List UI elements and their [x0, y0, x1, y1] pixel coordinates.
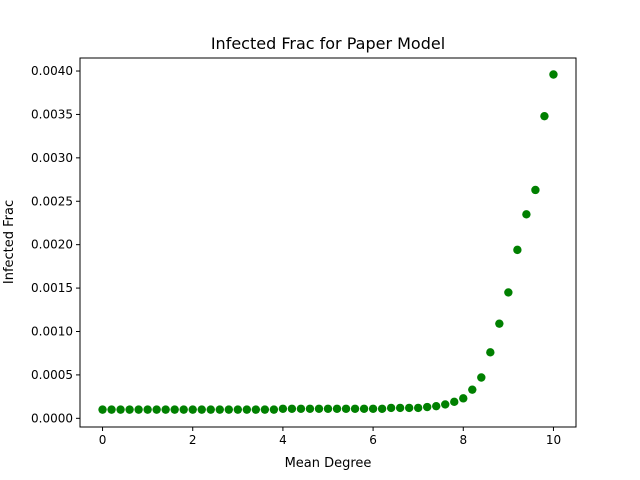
data-point — [269, 405, 279, 414]
data-point — [368, 404, 378, 413]
data-point — [386, 403, 396, 413]
data-point — [413, 403, 423, 413]
data-point — [260, 405, 270, 414]
y-tick-label: 0.0040 — [31, 64, 73, 78]
y-tick-label: 0.0000 — [31, 411, 73, 425]
x-tick-label: 8 — [459, 433, 467, 447]
y-tick-label: 0.0030 — [31, 151, 73, 165]
y-tick-label: 0.0010 — [31, 324, 73, 338]
data-point — [404, 403, 414, 413]
data-point — [197, 405, 206, 414]
data-point — [441, 400, 450, 409]
data-point — [278, 404, 288, 413]
data-point — [134, 405, 143, 414]
x-tick-label: 10 — [546, 433, 561, 447]
data-point — [486, 348, 495, 357]
data-point — [179, 405, 188, 414]
data-point — [549, 70, 558, 79]
data-point — [495, 319, 504, 328]
data-points — [98, 70, 558, 414]
plot-area-frame — [79, 57, 577, 428]
data-point — [206, 405, 215, 414]
data-point — [350, 404, 360, 413]
data-point — [377, 404, 387, 413]
data-point — [305, 404, 315, 413]
y-tick-label: 0.0025 — [31, 194, 73, 208]
y-tick-label: 0.0035 — [31, 107, 73, 121]
data-point — [459, 394, 468, 403]
data-point — [513, 245, 522, 255]
data-point — [477, 373, 486, 382]
data-point — [395, 403, 405, 413]
data-point — [531, 185, 540, 195]
data-point — [314, 404, 324, 413]
x-tick-label: 0 — [99, 433, 107, 447]
x-tick-label: 6 — [369, 433, 377, 447]
x-axis-label: Mean Degree — [285, 456, 372, 471]
x-tick-label: 2 — [189, 433, 197, 447]
data-point — [296, 404, 306, 413]
data-point — [423, 402, 432, 412]
y-tick-label: 0.0020 — [31, 238, 73, 252]
x-tick-label: 4 — [279, 433, 287, 447]
data-point — [341, 404, 351, 413]
data-point — [242, 405, 252, 414]
data-point — [125, 405, 134, 414]
data-point — [98, 405, 107, 414]
y-axis-label: Infected Frac — [2, 200, 17, 284]
data-point — [143, 405, 152, 414]
x-axis: 0 2 4 6 8 10 — [99, 427, 561, 447]
data-point — [504, 288, 513, 297]
data-point — [540, 111, 549, 121]
data-point — [332, 404, 342, 413]
chart-title: Infected Frac for Paper Model — [211, 34, 445, 53]
y-tick-label: 0.0005 — [31, 368, 73, 382]
data-point — [152, 405, 161, 414]
data-point — [287, 404, 297, 413]
data-point — [323, 404, 333, 413]
data-point — [233, 405, 243, 414]
data-point — [116, 405, 125, 414]
data-point — [450, 397, 459, 407]
y-axis: 0.0000 0.0005 0.0010 0.0015 0.0020 0.0025 0.00… — [31, 64, 80, 425]
data-point — [224, 405, 233, 414]
data-point — [432, 401, 441, 411]
data-point — [522, 210, 531, 219]
y-tick-label: 0.0015 — [31, 281, 73, 295]
data-point — [161, 405, 170, 414]
data-point — [107, 405, 116, 414]
data-point — [170, 405, 179, 414]
data-point — [359, 404, 369, 413]
data-point — [188, 405, 197, 414]
data-point — [251, 405, 261, 414]
data-point — [468, 385, 477, 394]
data-point — [215, 405, 224, 414]
